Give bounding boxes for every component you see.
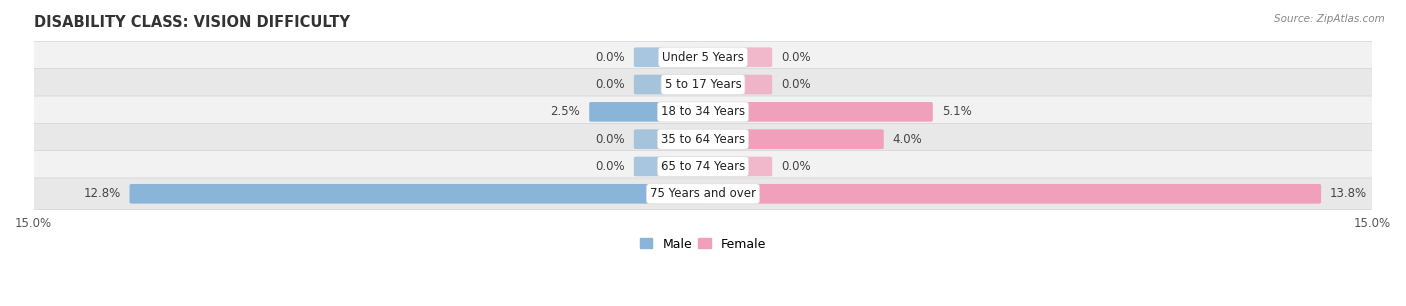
Text: 0.0%: 0.0% — [595, 160, 624, 173]
Text: 13.8%: 13.8% — [1330, 187, 1367, 200]
Text: 4.0%: 4.0% — [893, 133, 922, 146]
FancyBboxPatch shape — [700, 47, 772, 67]
Text: 0.0%: 0.0% — [782, 51, 811, 64]
FancyBboxPatch shape — [30, 151, 1376, 182]
FancyBboxPatch shape — [30, 96, 1376, 128]
FancyBboxPatch shape — [634, 129, 706, 149]
Text: 0.0%: 0.0% — [782, 78, 811, 91]
Text: 2.5%: 2.5% — [551, 105, 581, 118]
Text: 35 to 64 Years: 35 to 64 Years — [661, 133, 745, 146]
Text: Under 5 Years: Under 5 Years — [662, 51, 744, 64]
FancyBboxPatch shape — [30, 41, 1376, 73]
Text: 0.0%: 0.0% — [782, 160, 811, 173]
Text: 0.0%: 0.0% — [595, 133, 624, 146]
FancyBboxPatch shape — [700, 75, 772, 94]
Text: 12.8%: 12.8% — [83, 187, 121, 200]
Text: 18 to 34 Years: 18 to 34 Years — [661, 105, 745, 118]
FancyBboxPatch shape — [634, 47, 706, 67]
FancyBboxPatch shape — [700, 129, 884, 149]
Text: 0.0%: 0.0% — [595, 51, 624, 64]
Text: DISABILITY CLASS: VISION DIFFICULTY: DISABILITY CLASS: VISION DIFFICULTY — [34, 15, 350, 30]
FancyBboxPatch shape — [634, 75, 706, 94]
Text: Source: ZipAtlas.com: Source: ZipAtlas.com — [1274, 14, 1385, 24]
Text: 5.1%: 5.1% — [942, 105, 972, 118]
Text: 65 to 74 Years: 65 to 74 Years — [661, 160, 745, 173]
FancyBboxPatch shape — [30, 123, 1376, 155]
Text: 0.0%: 0.0% — [595, 78, 624, 91]
FancyBboxPatch shape — [700, 157, 772, 176]
Legend: Male, Female: Male, Female — [636, 233, 770, 256]
FancyBboxPatch shape — [129, 184, 706, 203]
Text: 75 Years and over: 75 Years and over — [650, 187, 756, 200]
FancyBboxPatch shape — [700, 102, 932, 122]
FancyBboxPatch shape — [30, 69, 1376, 100]
FancyBboxPatch shape — [700, 184, 1322, 203]
FancyBboxPatch shape — [634, 157, 706, 176]
FancyBboxPatch shape — [30, 178, 1376, 210]
FancyBboxPatch shape — [589, 102, 706, 122]
Text: 5 to 17 Years: 5 to 17 Years — [665, 78, 741, 91]
